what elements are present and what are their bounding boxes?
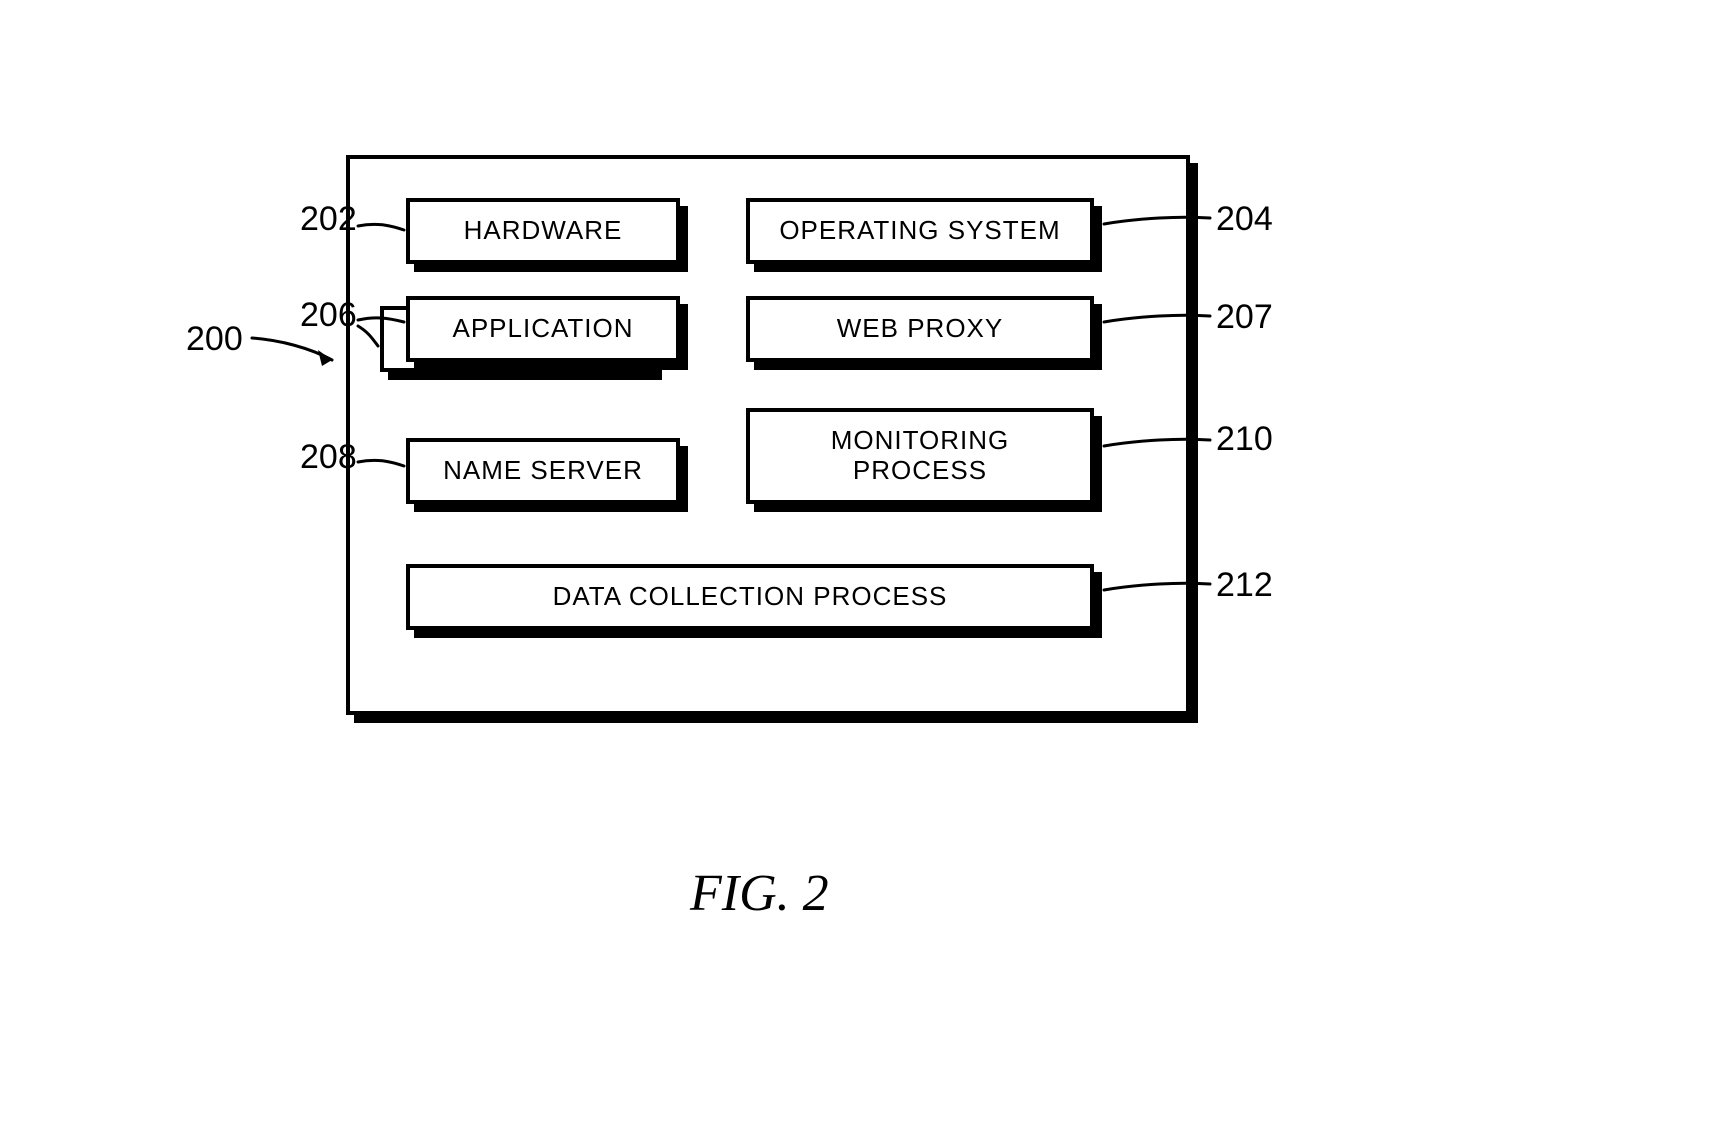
operating-system-label: OPERATING SYSTEM: [779, 216, 1060, 246]
ref-200: 200: [186, 320, 243, 359]
ref-212: 212: [1216, 566, 1273, 605]
name-server-box: NAME SERVER: [406, 438, 680, 504]
ref-207: 207: [1216, 298, 1273, 337]
monitoring-process-box: MONITORINGPROCESS: [746, 408, 1094, 504]
application-box: APPLICATION: [406, 296, 680, 362]
monitoring-process-label: MONITORINGPROCESS: [831, 426, 1010, 486]
web-proxy-label: WEB PROXY: [837, 314, 1003, 344]
application-label: APPLICATION: [452, 314, 633, 344]
ref-206: 206: [300, 296, 357, 335]
ref-210: 210: [1216, 420, 1273, 459]
ref-208: 208: [300, 438, 357, 477]
diagram-stage: HARDWARE OPERATING SYSTEM APPLICATION WE…: [0, 0, 1724, 1132]
name-server-label: NAME SERVER: [443, 456, 643, 486]
hardware-label: HARDWARE: [464, 216, 623, 246]
data-collection-box: DATA COLLECTION PROCESS: [406, 564, 1094, 630]
data-collection-label: DATA COLLECTION PROCESS: [553, 582, 948, 612]
web-proxy-box: WEB PROXY: [746, 296, 1094, 362]
figure-caption: FIG. 2: [690, 864, 829, 923]
ref-204: 204: [1216, 200, 1273, 239]
operating-system-box: OPERATING SYSTEM: [746, 198, 1094, 264]
ref-202: 202: [300, 200, 357, 239]
hardware-box: HARDWARE: [406, 198, 680, 264]
